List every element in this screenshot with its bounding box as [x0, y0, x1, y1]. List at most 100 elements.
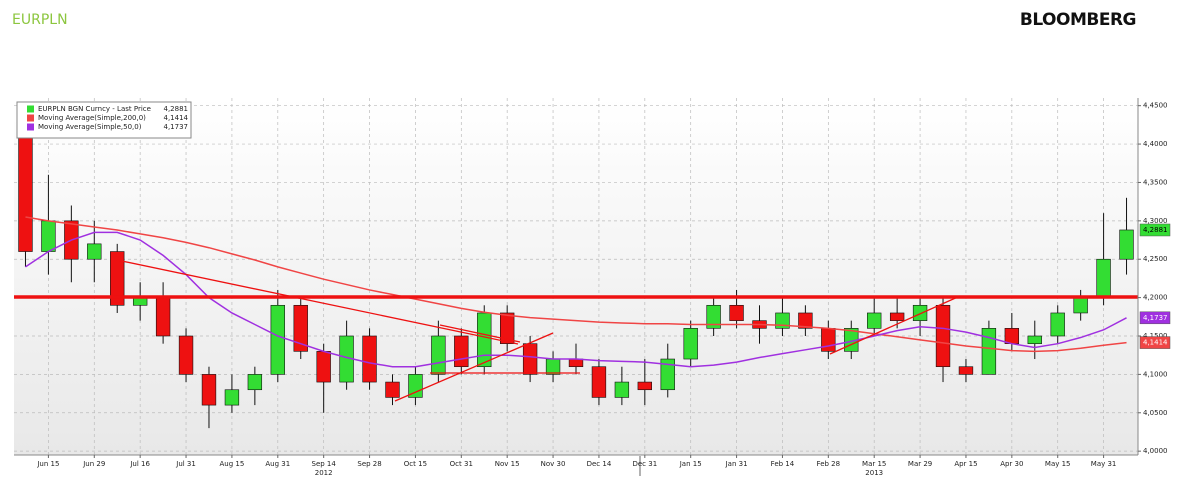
y-tick-label: 4,3500 [1143, 178, 1168, 186]
candle-body [500, 312, 515, 344]
x-tick-label: Oct 31 [450, 460, 473, 468]
x-tick-label: Dec 31 [632, 460, 657, 468]
x-tick-label: Mar 15 [862, 460, 886, 468]
candle-body [981, 328, 997, 375]
candle-body [683, 328, 698, 360]
y-tick-label: 4,3000 [1143, 217, 1168, 225]
x-tick-label: Jun 15 [36, 460, 59, 468]
candle-body [545, 358, 561, 375]
x-tick-label: Sep 14 [312, 460, 337, 468]
candle-body [798, 312, 813, 329]
last-value-tag [1139, 223, 1171, 237]
candle-body [729, 304, 744, 321]
candle-body [155, 297, 171, 337]
y-tick-label: 4,0500 [1143, 409, 1168, 417]
x-tick-label: Jul 31 [175, 460, 196, 468]
legend-value: 4,1737 [164, 123, 189, 131]
trend-line [439, 324, 521, 343]
y-tick-label: 4,1000 [1143, 370, 1168, 378]
x-tick-label: Jan 15 [679, 460, 702, 468]
candle-body [1119, 229, 1134, 260]
candle-body [408, 374, 423, 398]
x-tick-label: May 15 [1045, 460, 1071, 468]
candle-body [867, 312, 882, 329]
candle-body [247, 374, 263, 391]
x-tick-label: Aug 15 [220, 460, 245, 468]
legend-value: 4,2881 [164, 105, 189, 113]
brand: BLOOMBERG [1020, 10, 1136, 30]
y-tick-label: 4,1500 [1143, 332, 1168, 340]
x-tick-label: Feb 28 [817, 460, 841, 468]
candle-body [1096, 258, 1111, 298]
candle-body [889, 312, 905, 321]
legend-value: 4,1414 [164, 114, 189, 122]
y-tick-label: 4,4000 [1143, 140, 1168, 148]
candle-body [637, 381, 652, 391]
candle-body [362, 335, 377, 383]
trend-lines [14, 259, 1138, 402]
x-tick-label: Oct 15 [404, 460, 427, 468]
y-tick-label: 4,4500 [1143, 102, 1168, 110]
x-tick-label: May 31 [1091, 460, 1117, 468]
candle-body [1073, 297, 1088, 314]
x-tick-label: Dec 14 [587, 460, 612, 468]
candle-body [454, 335, 469, 368]
candle-body [18, 128, 33, 252]
last-value-label: 4,2881 [1143, 226, 1168, 234]
candle-body [87, 243, 102, 260]
candle-body [660, 358, 675, 391]
plot-area [14, 98, 1138, 455]
candle-body [706, 304, 721, 329]
last-value-tag [1139, 336, 1171, 349]
candle-body [224, 389, 240, 406]
x-tick-label: Apr 15 [954, 460, 977, 468]
candle-body [201, 374, 217, 406]
year-label: 2013 [865, 469, 883, 477]
moving-average-line [25, 216, 1127, 353]
legend-label: Moving Average(Simple,200,0) [38, 114, 146, 122]
candle-body [568, 358, 584, 368]
legend-swatch [27, 123, 34, 131]
x-tick-label: Nov 15 [495, 460, 520, 468]
trend-line [116, 259, 519, 345]
x-tick-label: Jan 31 [725, 460, 748, 468]
y-tick-label: 4,0000 [1143, 447, 1168, 455]
candle-body [178, 335, 194, 375]
x-tick-label: Aug 31 [265, 460, 290, 468]
candle-body [316, 351, 331, 383]
y-tick-label: 4,2000 [1143, 294, 1168, 302]
legend-box [16, 101, 192, 139]
candle-body [591, 366, 607, 398]
x-tick-label: Nov 30 [541, 460, 566, 468]
candle-body [41, 220, 56, 252]
candle-body [293, 304, 308, 352]
marks [18, 121, 1134, 429]
candle-body [1027, 335, 1042, 344]
x-tick-label: Jun 29 [82, 460, 105, 468]
candle-body [132, 297, 148, 306]
x-tick-label: Sep 28 [357, 460, 381, 468]
legend-swatch [27, 114, 34, 122]
x-tick-label: Jul 16 [129, 460, 150, 468]
candle-body [935, 304, 951, 368]
candle-body [522, 343, 538, 375]
trend-line [829, 295, 961, 355]
candle-body [821, 328, 836, 352]
trend-line [394, 332, 554, 402]
x-tick-label: Mar 29 [908, 460, 932, 468]
last-value-label: 4,1414 [1143, 339, 1168, 347]
candle-body [477, 312, 492, 368]
candle-body [110, 251, 125, 306]
legend-label: Moving Average(Simple,50,0) [38, 123, 142, 131]
ticker: EURPLN [12, 12, 68, 28]
x-tick-label: Feb 14 [771, 460, 795, 468]
legend-swatch [27, 105, 34, 113]
candle-body [1004, 328, 1020, 344]
candle-body [431, 335, 446, 375]
y-tick-label: 4,2500 [1143, 255, 1168, 263]
candle-body [1050, 312, 1065, 337]
candle-body [912, 304, 928, 321]
last-value-tag [1139, 311, 1171, 325]
